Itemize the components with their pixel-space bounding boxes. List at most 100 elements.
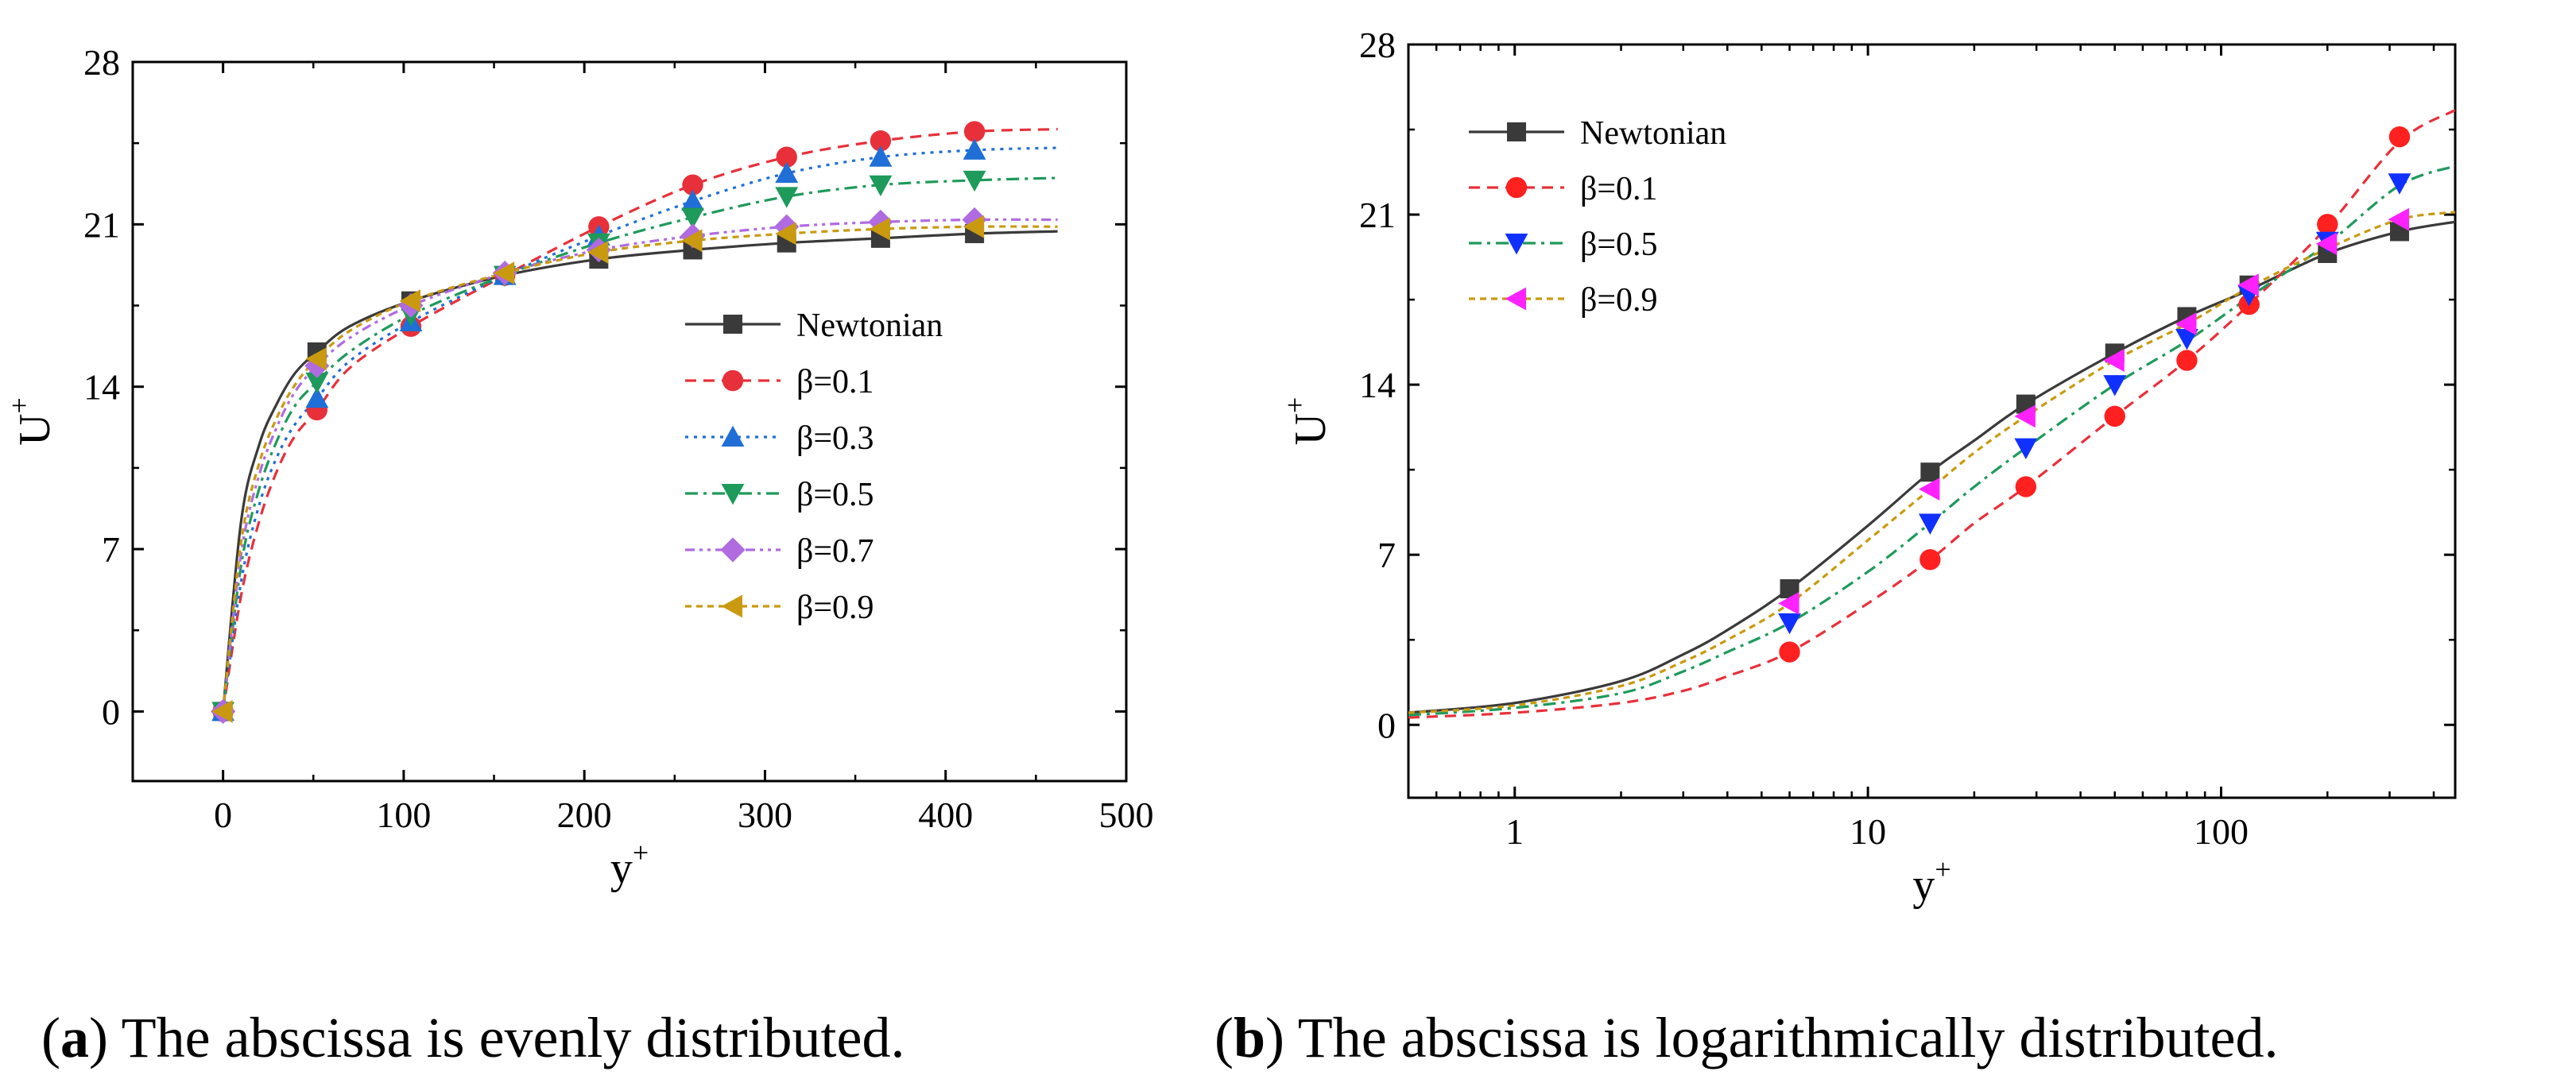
data-point-beta-0-9 bbox=[1918, 478, 1940, 501]
data-point-beta-0-1 bbox=[2015, 476, 2037, 497]
data-point-beta-0-5 bbox=[1918, 513, 1942, 535]
x-tick-label: 500 bbox=[1099, 795, 1154, 835]
data-point-beta-0-5 bbox=[1778, 613, 1801, 635]
legend-marker-beta-0-7 bbox=[720, 537, 746, 563]
series-line-beta-0-7 bbox=[222, 218, 1058, 712]
data-point-beta-0-5 bbox=[2388, 173, 2411, 195]
chart-a: 0 7 14 21 28 0 100 200 300 400 500 y+ U+ Newtonian β=0… bbox=[3, 42, 1154, 893]
y-tick-label: 7 bbox=[102, 529, 120, 570]
data-point-beta-0-3 bbox=[869, 145, 893, 167]
x-axis-label-sup: + bbox=[1935, 853, 1950, 885]
data-point-beta-0-9 bbox=[2014, 404, 2036, 428]
plot-area bbox=[211, 121, 1058, 725]
caption-a-text: The abscissa is evenly distributed. bbox=[122, 1006, 905, 1069]
legend-label-beta-0-9: β=0.9 bbox=[1580, 282, 1658, 319]
series-line-beta-0-1 bbox=[1408, 109, 2455, 719]
data-point-beta-0-9 bbox=[869, 217, 890, 241]
legend-label-beta-0-9: β=0.9 bbox=[796, 590, 874, 626]
data-point-beta-0-5 bbox=[305, 372, 329, 394]
y-axis-label: U+ bbox=[3, 397, 60, 446]
data-point-beta-0-7 bbox=[774, 214, 800, 239]
data-point-beta-0-1 bbox=[963, 121, 986, 142]
y-axis-label: U+ bbox=[1279, 397, 1335, 446]
caption-b-text: The abscissa is logarithmically distribu… bbox=[1298, 1006, 2279, 1069]
data-point-beta-0-5 bbox=[681, 207, 704, 229]
legend-marker-beta-0-9 bbox=[721, 594, 742, 618]
data-point-beta-0-1 bbox=[682, 174, 703, 195]
data-point-beta-0-3 bbox=[775, 161, 799, 184]
chart-b: 0 7 14 21 28 1 10 100 y+ U+ Newtonian β=0.1 β=0.5 β=0… bbox=[1279, 25, 2457, 910]
x-tick-label: 400 bbox=[918, 795, 973, 835]
x-tick-label: 0 bbox=[214, 795, 232, 835]
data-point-beta-0-1 bbox=[2104, 405, 2125, 427]
legend-marker-beta-0-1 bbox=[722, 369, 744, 392]
series-line-beta-0-1 bbox=[222, 128, 1058, 712]
legend-label-beta-0-1: β=0.1 bbox=[796, 364, 874, 400]
data-point-beta-0-5 bbox=[2103, 375, 2127, 396]
data-point-beta-0-1 bbox=[1779, 641, 1800, 663]
legend-marker-newtonian bbox=[1507, 122, 1526, 141]
series-line-newtonian bbox=[222, 230, 1058, 712]
plot-frame bbox=[131, 60, 1128, 783]
caption-b: (b) The abscissa is logarithmically dist… bbox=[1214, 1006, 2278, 1069]
data-point-beta-0-1 bbox=[2317, 214, 2338, 235]
data-point-beta-0-9 bbox=[2175, 312, 2197, 336]
caption-a-letter: a bbox=[60, 1006, 89, 1069]
data-point-beta-0-3 bbox=[681, 189, 704, 211]
legend-marker-beta-0-3 bbox=[721, 425, 745, 447]
data-point-beta-0-9 bbox=[2103, 349, 2125, 372]
legend-marker-beta-0-1 bbox=[1505, 176, 1528, 199]
data-point-beta-0-9 bbox=[681, 229, 703, 253]
x-tick-label: 100 bbox=[376, 795, 431, 835]
series-line-beta-0-9 bbox=[1408, 211, 2455, 714]
data-point-beta-0-9 bbox=[211, 700, 233, 723]
legend-marker-beta-0-5 bbox=[721, 484, 745, 505]
data-point-beta-0-9 bbox=[775, 222, 796, 246]
data-point-beta-0-3 bbox=[963, 138, 986, 160]
x-tick-label: 100 bbox=[2194, 811, 2249, 852]
legend: Newtonian β=0.1 β=0.3 β=0.5 β=0.7 β=0.9 bbox=[685, 307, 943, 626]
legend-label-beta-0-7: β=0.7 bbox=[796, 533, 874, 570]
y-tick-label: 7 bbox=[1377, 535, 1396, 575]
data-point-beta-0-5 bbox=[869, 175, 893, 197]
y-tick-label: 21 bbox=[83, 204, 120, 245]
legend-marker-beta-0-5 bbox=[1505, 234, 1528, 255]
data-point-beta-0-9 bbox=[2315, 232, 2338, 256]
x-tick-label: 300 bbox=[738, 795, 792, 835]
data-point-beta-0-1 bbox=[776, 146, 797, 168]
y-axis-label-sup: + bbox=[3, 397, 35, 413]
data-point-beta-0-9 bbox=[2237, 273, 2259, 297]
data-point-beta-0-9 bbox=[305, 347, 327, 371]
data-point-beta-0-3 bbox=[305, 386, 329, 408]
series-line-beta-0-9 bbox=[222, 225, 1058, 712]
y-tick-label: 28 bbox=[83, 42, 120, 83]
y-tick-label: 0 bbox=[1377, 705, 1396, 745]
data-point-beta-0-1 bbox=[1919, 549, 1941, 571]
x-axis-label: y+ bbox=[610, 837, 649, 893]
caption-b-letter: b bbox=[1234, 1006, 1265, 1069]
data-point-beta-0-1 bbox=[2176, 350, 2198, 371]
series-line-beta-0-5 bbox=[1408, 164, 2455, 717]
caption-a: (a) The abscissa is evenly distributed. bbox=[41, 1006, 905, 1069]
data-point-beta-0-5 bbox=[2014, 438, 2038, 460]
legend-label-newtonian: Newtonian bbox=[796, 307, 943, 344]
data-point-beta-0-9 bbox=[1778, 591, 1799, 615]
data-point-beta-0-9 bbox=[2388, 207, 2409, 231]
data-point-beta-0-5 bbox=[775, 187, 799, 208]
series-line-beta-0-3 bbox=[222, 146, 1058, 712]
x-tick-label: 10 bbox=[1850, 811, 1886, 852]
legend-label-beta-0-1: β=0.1 bbox=[1580, 171, 1658, 207]
x-axis-label-sup: + bbox=[633, 837, 649, 868]
x-axis-label: y+ bbox=[1912, 853, 1950, 910]
x-tick-label: 200 bbox=[557, 795, 612, 835]
data-point-beta-0-9 bbox=[399, 289, 420, 313]
legend-label-newtonian: Newtonian bbox=[1580, 115, 1726, 152]
data-point-beta-0-9 bbox=[587, 240, 609, 264]
plot-area bbox=[1408, 109, 2455, 719]
legend-label-beta-0-5: β=0.5 bbox=[1580, 226, 1658, 263]
series-line-beta-0-5 bbox=[222, 176, 1058, 712]
y-tick-label: 28 bbox=[1359, 25, 1396, 65]
legend-label-beta-0-5: β=0.5 bbox=[796, 477, 874, 513]
x-tick-label: 1 bbox=[1505, 811, 1524, 852]
